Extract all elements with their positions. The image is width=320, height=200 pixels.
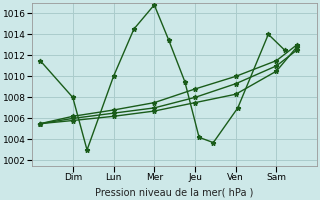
X-axis label: Pression niveau de la mer( hPa ): Pression niveau de la mer( hPa ) [95, 187, 254, 197]
